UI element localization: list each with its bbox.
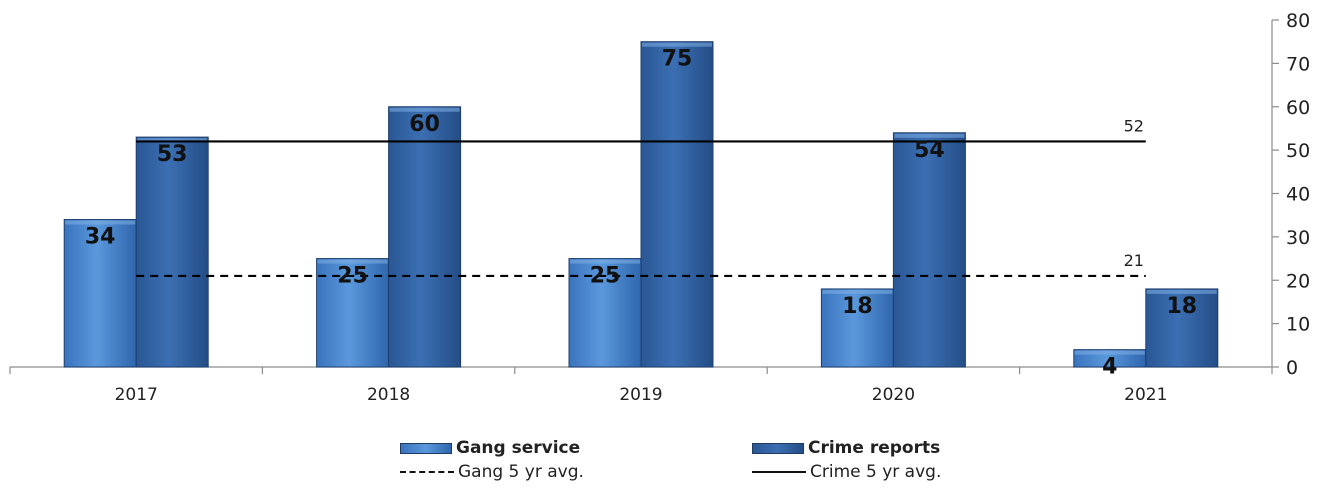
crime-reports-bar — [640, 41, 714, 368]
gang-service-bar-bevel — [822, 289, 893, 294]
gang-service-bar-value-label: 25 — [590, 264, 621, 289]
crime-reports-bar-bevel — [137, 138, 208, 143]
chart: 2017 2018 2019 2020 2021 0 10 20 30 40 50 60 70 80 21… — [9, 10, 1310, 405]
gang-service-bar-bevel — [1074, 350, 1145, 355]
gang-avg-label: 21 — [1124, 251, 1144, 270]
y-tick-label: 50 — [1286, 140, 1310, 162]
axes: 2017 2018 2019 2020 2021 0 10 20 30 40 50 60 70 80 — [9, 10, 1310, 405]
gang-avg-swatch — [400, 471, 454, 473]
crime-reports-bar-bevel — [642, 42, 712, 47]
average-lines — [136, 140, 1146, 278]
x-tick-label: 2019 — [619, 385, 662, 405]
crime-reports-bar-value-label: 75 — [662, 47, 693, 72]
gang-service-bar-bevel — [317, 259, 388, 264]
legend-label-crime-reports: Crime reports — [808, 438, 941, 458]
gang-service-bar — [820, 288, 894, 368]
labels: 21 52 34 53 25 60 25 75 18 54 4 18 — [85, 47, 1197, 380]
crime-reports-bar-value-label: 54 — [914, 138, 945, 163]
gang-service-bar-bevel — [570, 259, 640, 264]
legend-item-gang-avg: Gang 5 yr avg. — [400, 460, 584, 484]
y-tick-label: 80 — [1286, 10, 1310, 32]
gang-service-bar — [63, 219, 137, 368]
crime-reports-bar — [1145, 288, 1219, 368]
x-tick-label: 2018 — [367, 385, 410, 405]
gang-service-bar-value-label: 34 — [85, 225, 116, 250]
crime-reports-bar — [388, 106, 462, 368]
crime-reports-bar-bevel — [1146, 289, 1217, 294]
y-tick-label: 0 — [1286, 357, 1298, 379]
y-tick-label: 70 — [1286, 53, 1310, 75]
x-tick-label: 2020 — [872, 385, 915, 405]
gang-service-bar-value-label: 4 — [1102, 355, 1117, 380]
crime-avg-label: 52 — [1124, 116, 1144, 135]
x-tick-label: 2017 — [115, 385, 158, 405]
legend-item-gang-service: Gang service — [400, 436, 580, 460]
crime-reports-bar — [892, 132, 966, 368]
crime-reports-bar-value-label: 60 — [409, 112, 440, 137]
legend-label-gang-avg: Gang 5 yr avg. — [458, 462, 584, 482]
legend-item-crime-reports: Crime reports — [752, 436, 940, 460]
gang-service-bar-value-label: 18 — [842, 294, 873, 319]
y-tick-label: 20 — [1286, 270, 1310, 292]
crime-avg-swatch — [752, 471, 806, 473]
crime-reports-swatch — [752, 442, 804, 454]
y-tick-label: 40 — [1286, 184, 1310, 206]
gang-service-swatch — [400, 442, 452, 454]
crime-reports-bar-value-label: 53 — [157, 142, 188, 167]
legend-item-crime-avg: Crime 5 yr avg. — [752, 460, 941, 484]
x-tick-label: 2021 — [1124, 385, 1167, 405]
y-tick-label: 10 — [1286, 314, 1310, 336]
crime-reports-bar — [135, 136, 209, 368]
y-tick-label: 30 — [1286, 227, 1310, 249]
bars — [63, 41, 1219, 368]
crime-reports-bar-bevel — [389, 107, 460, 112]
legend-label-gang-service: Gang service — [456, 438, 581, 458]
gang-service-bar-value-label: 25 — [337, 264, 368, 289]
legend-label-crime-avg: Crime 5 yr avg. — [810, 462, 942, 482]
crime-reports-bar-bevel — [894, 133, 965, 138]
crime-reports-bar-value-label: 18 — [1166, 294, 1197, 319]
legend: Gang service Crime reports Gang 5 yr avg… — [400, 436, 1040, 488]
gang-service-bar-bevel — [65, 220, 136, 225]
y-tick-label: 60 — [1286, 97, 1310, 119]
